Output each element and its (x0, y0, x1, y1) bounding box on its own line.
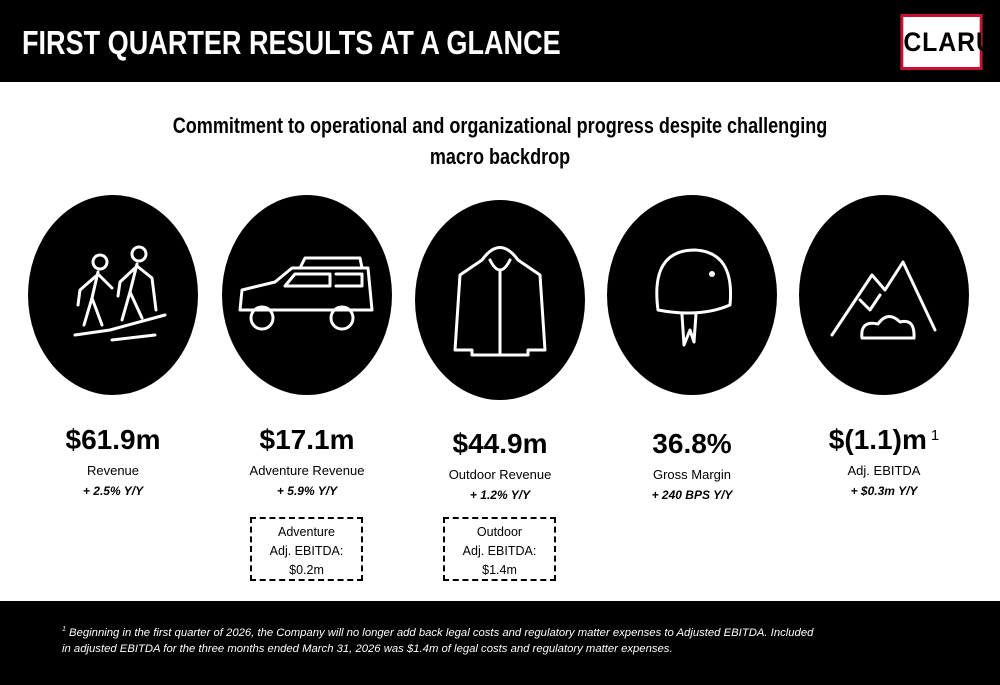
slide-title: FIRST QUARTER RESULTS AT A GLANCE (22, 24, 561, 61)
footnote-ref: 1 (930, 427, 940, 444)
metric-value: $61.9m (18, 424, 208, 456)
metric-change: + $0.3m Y/Y (850, 484, 918, 498)
metric-value: $44.9m (405, 428, 595, 460)
box-line: Outdoor (476, 525, 523, 539)
footnote-marker: 1 (62, 626, 66, 633)
metric-box: Adventure Adj. EBITDA: $0.2m (250, 517, 363, 581)
icon-helmet (607, 195, 777, 395)
icon-mountain (799, 195, 969, 395)
footnote: 1 Beginning in the first quarter of 2026… (62, 622, 822, 657)
subtitle: Commitment to operational and organizati… (172, 113, 828, 169)
metric-change: + 2.5% Y/Y (82, 484, 144, 498)
logo: CLARUS (900, 14, 1000, 70)
box-line: Adj. EBITDA: (462, 544, 537, 558)
header-bar (0, 0, 1000, 82)
metric-label: Revenue (86, 463, 140, 478)
metric-value-text: $44.9m (452, 428, 548, 459)
metric-box: Outdoor Adj. EBITDA: $1.4m (443, 517, 556, 581)
metric-value: $17.1m (212, 424, 402, 456)
box-line: $1.4m (482, 563, 517, 577)
icon-hikers (28, 195, 198, 395)
metric-value: $(1.1)m 1 (789, 424, 979, 456)
metric-value-text: 36.8% (652, 428, 732, 459)
metric-change: + 240 BPS Y/Y (651, 488, 733, 502)
footer-bar (0, 601, 1000, 685)
metric-change: + 5.9% Y/Y (276, 484, 338, 498)
icon-jacket (415, 200, 585, 400)
metric-label: Adventure Revenue (249, 463, 365, 478)
metric-label: Adj. EBITDA (847, 463, 921, 478)
metric-value: 36.8% (597, 428, 787, 460)
icon-vehicle (222, 195, 392, 395)
metric-value-text: $17.1m (259, 424, 355, 455)
box-line: Adventure (278, 525, 335, 539)
metric-label: Gross Margin (652, 467, 732, 482)
metric-value-text: $61.9m (65, 424, 161, 455)
metric-label: Outdoor Revenue (448, 467, 552, 482)
metric-change: + 1.2% Y/Y (469, 488, 531, 502)
icon-row (28, 195, 969, 400)
box-line: $0.2m (289, 563, 324, 577)
metric-value-text: $(1.1)m (828, 424, 927, 455)
box-line: Adj. EBITDA: (269, 544, 344, 558)
footnote-text: Beginning in the first quarter of 2026, … (62, 626, 814, 655)
